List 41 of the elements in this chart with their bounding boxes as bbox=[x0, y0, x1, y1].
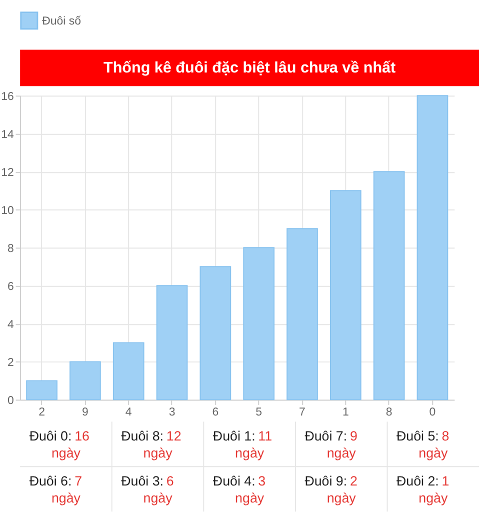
y-tick-label: 6 bbox=[7, 280, 14, 293]
text: Đuôi 7: 9 ngày bbox=[304, 428, 358, 461]
bar bbox=[26, 380, 58, 400]
y-tick-label: 2 bbox=[7, 356, 14, 369]
x-tick-label: 3 bbox=[168, 406, 176, 418]
y-tick-label: 8 bbox=[7, 242, 14, 255]
text: Đuôi 6: 7 ngày bbox=[29, 473, 82, 506]
legend-label: Đuôi số bbox=[42, 15, 82, 28]
x-tick-label: 6 bbox=[212, 406, 219, 418]
bar bbox=[286, 228, 318, 400]
x-tick-label: 4 bbox=[125, 406, 132, 418]
bar bbox=[373, 171, 405, 400]
y-tick-label: 12 bbox=[1, 166, 14, 179]
text: Đuôi 9: 2 ngày bbox=[304, 473, 358, 506]
bar bbox=[416, 95, 448, 400]
y-tick-label: 0 bbox=[7, 394, 14, 407]
x-tick-label: 9 bbox=[82, 406, 88, 418]
text: Đuôi 2: 1 ngày bbox=[396, 473, 450, 506]
x-tick-label: 7 bbox=[299, 406, 306, 418]
bar bbox=[200, 266, 232, 400]
x-tick-label: 8 bbox=[386, 406, 392, 418]
x-tick-label: 5 bbox=[256, 406, 262, 418]
text: Đuôi 4: 3 ngày bbox=[212, 473, 266, 506]
bar bbox=[112, 342, 144, 400]
text: Đuôi 5: 8 ngày bbox=[396, 428, 450, 461]
y-tick-label: 10 bbox=[1, 204, 14, 217]
y-tick-label: 4 bbox=[7, 318, 14, 331]
bar bbox=[330, 190, 362, 400]
x-tick-label: 0 bbox=[429, 406, 436, 418]
bar bbox=[156, 285, 188, 400]
text: Đuôi 1: 11 ngày bbox=[212, 428, 272, 461]
text: Đuôi 3: 6 ngày bbox=[121, 473, 174, 506]
text: Đuôi 0: 16 ngày bbox=[29, 428, 90, 461]
text: Đuôi 8: 12 ngày bbox=[121, 428, 182, 461]
chart-title: Thống kê đuôi đặc biệt lâu chưa về nhất bbox=[104, 60, 396, 77]
bar bbox=[243, 247, 275, 400]
y-tick-label: 16 bbox=[1, 90, 14, 103]
y-tick-label: 14 bbox=[1, 128, 14, 141]
x-tick-label: 2 bbox=[38, 406, 45, 418]
x-tick-label: 1 bbox=[342, 406, 349, 418]
bar bbox=[70, 361, 101, 400]
